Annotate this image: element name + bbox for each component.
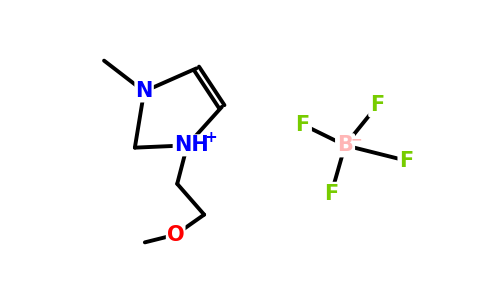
Text: F: F <box>370 95 384 115</box>
Text: F: F <box>296 115 310 134</box>
Text: +: + <box>204 130 217 145</box>
Text: F: F <box>400 151 414 171</box>
Text: N: N <box>136 81 153 101</box>
Text: −: − <box>350 132 362 146</box>
Text: O: O <box>167 225 184 245</box>
Text: B: B <box>337 135 353 155</box>
Text: F: F <box>324 184 338 204</box>
Text: NH: NH <box>174 135 209 155</box>
